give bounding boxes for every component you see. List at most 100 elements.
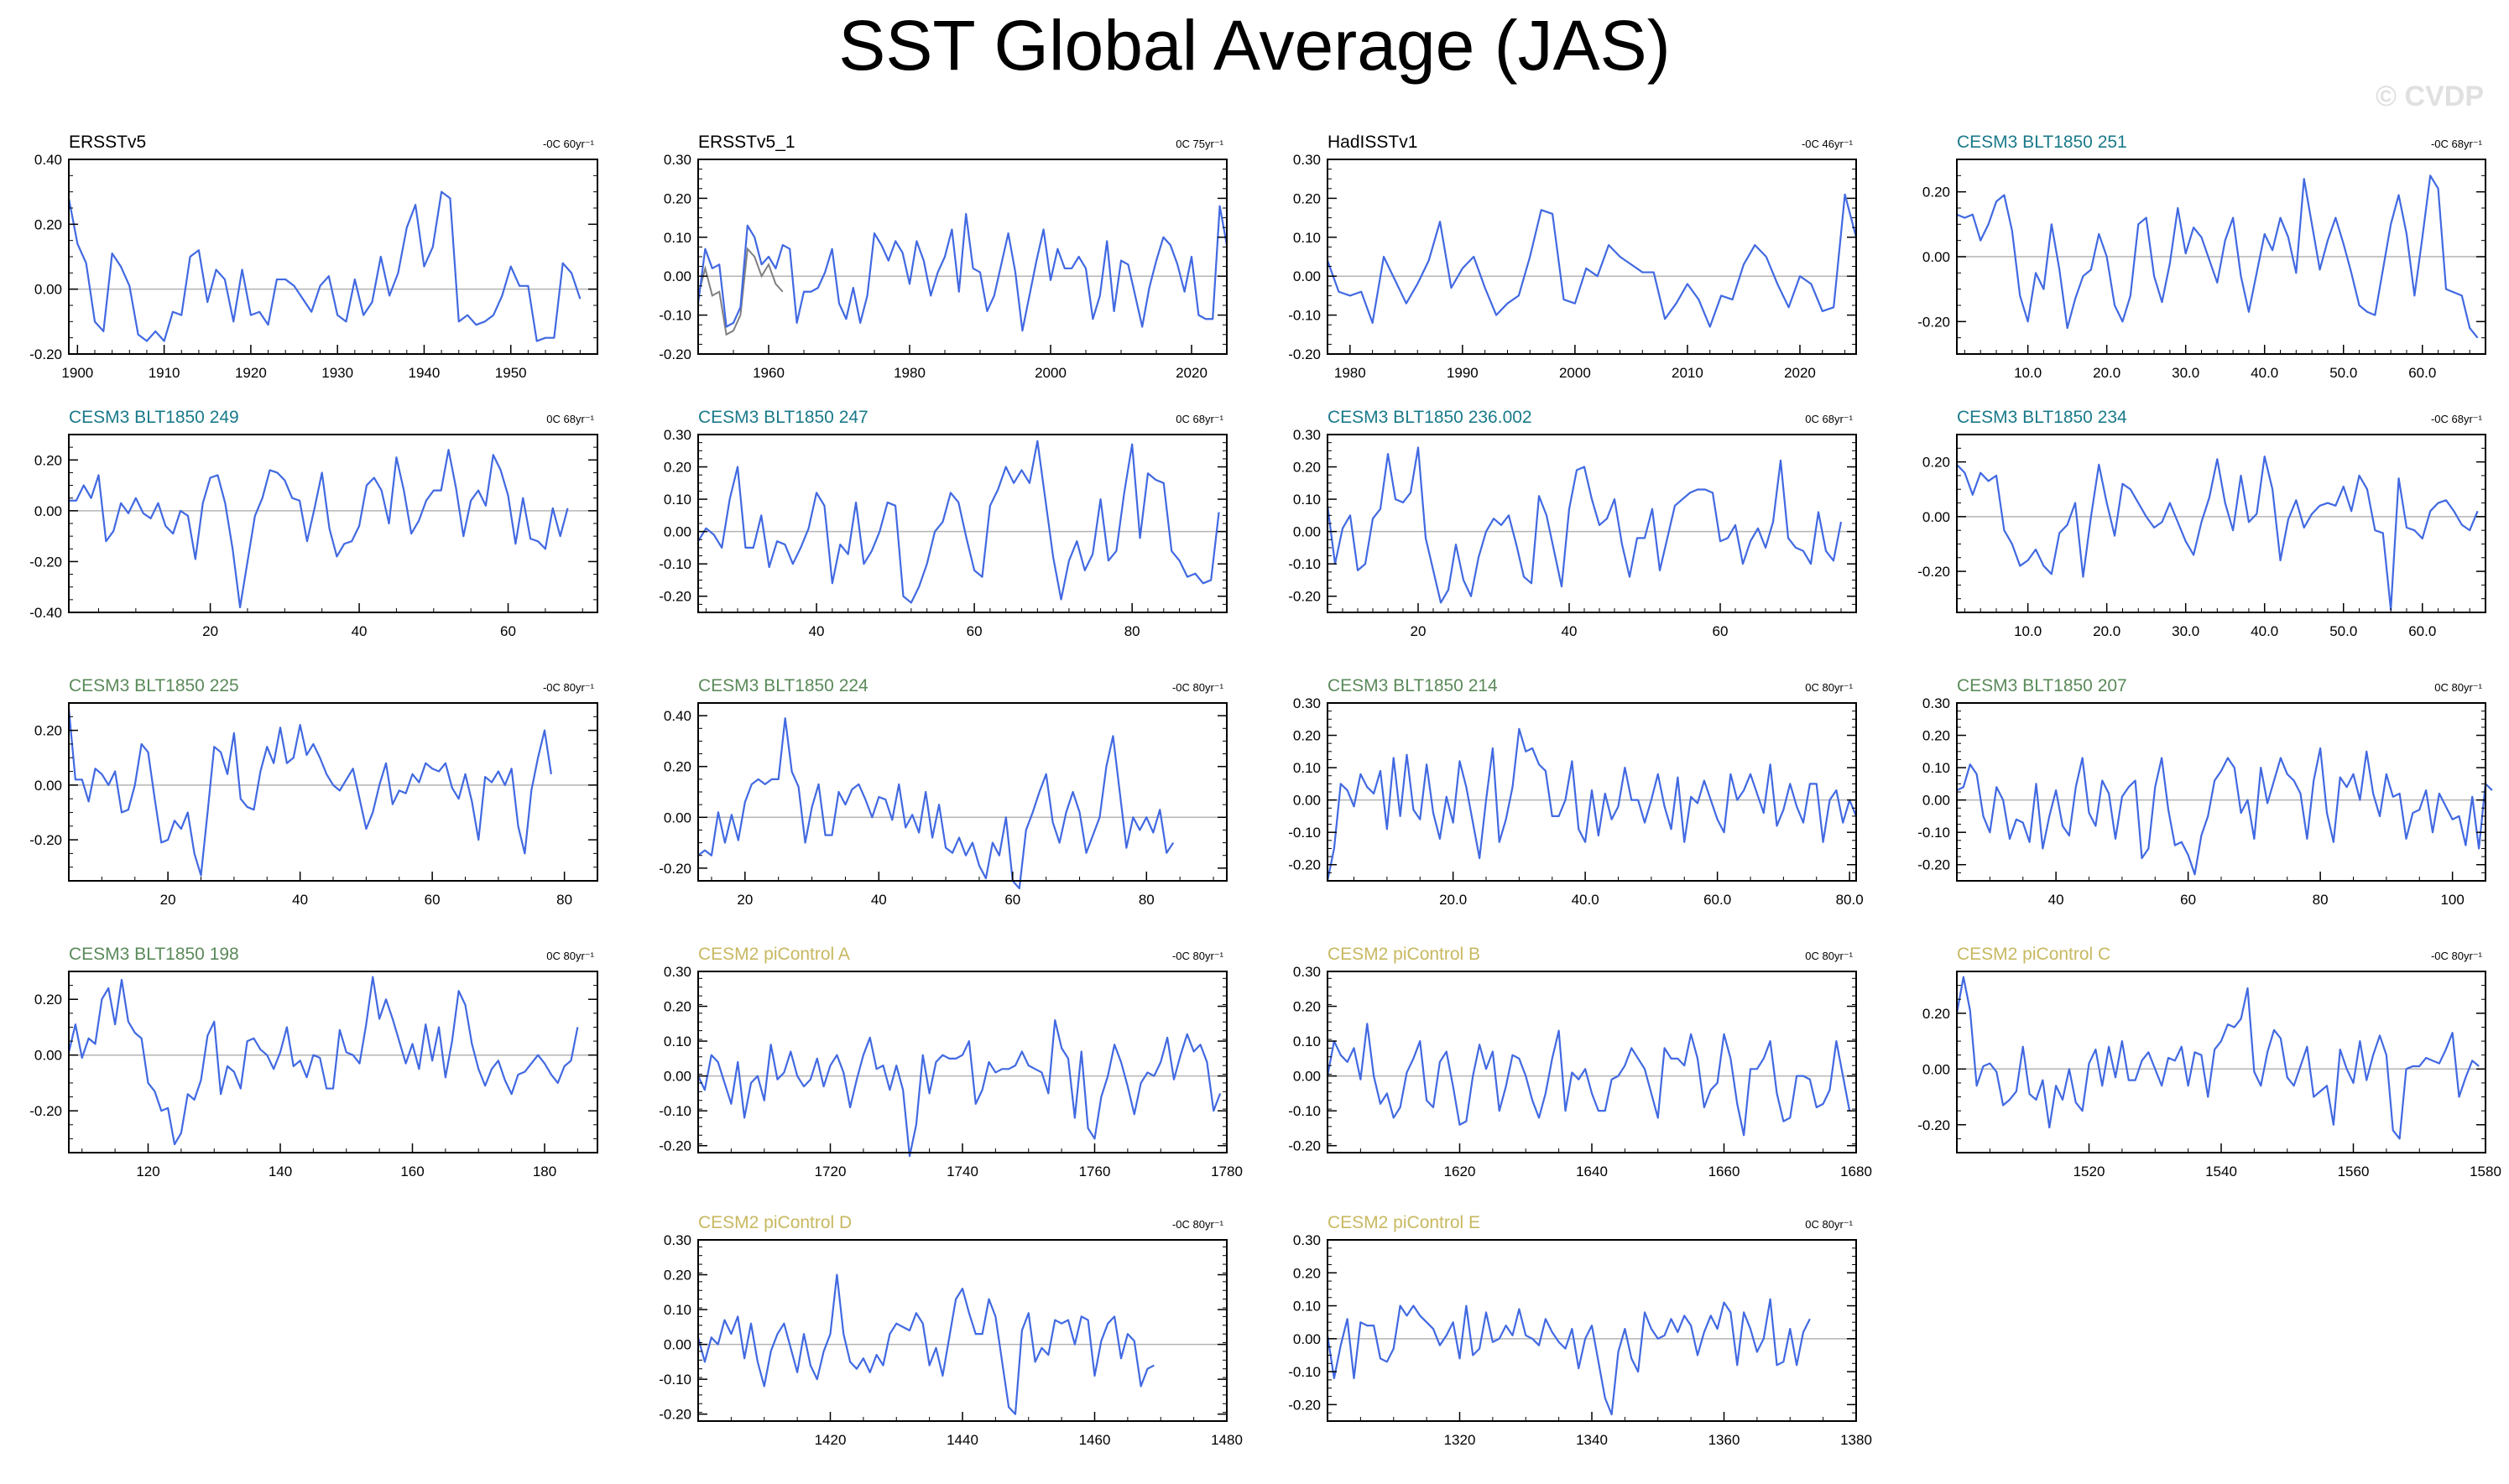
y-tick-label: -0.20 — [29, 1103, 62, 1119]
x-tick-label: 1740 — [947, 1164, 978, 1179]
plot-frame — [68, 971, 598, 1153]
x-tick-label: 140 — [269, 1164, 292, 1179]
x-tick-label: 180 — [533, 1164, 556, 1179]
panel-12: CESM3 BLT1850 207 0C 80yr⁻¹ 40 60 80 100 -0.20… — [1917, 676, 2493, 908]
panel-title: CESM3 BLT1850 249 — [69, 408, 239, 427]
x-tick-label: 60.0 — [1703, 892, 1731, 908]
y-tick-label: 0.20 — [664, 999, 691, 1015]
x-tick-label: 60 — [425, 892, 441, 908]
y-tick-label: -0.10 — [659, 556, 691, 572]
x-tick-label: 40.0 — [2251, 623, 2278, 639]
panel-1: ERSSTv5 -0C 60yr⁻¹ 1900 1910 1920 1930 1940 195… — [29, 133, 598, 381]
y-tick-label: -0.20 — [1288, 346, 1321, 362]
x-tick-label: 40 — [2048, 892, 2064, 908]
panel-title: HadISSTv1 — [1328, 133, 1417, 152]
x-tick-label: 1940 — [409, 365, 441, 381]
y-tick-label: 0.20 — [664, 190, 691, 206]
trend-label: -0C 80yr⁻¹ — [1172, 950, 1224, 962]
y-tick-label: 0.30 — [1293, 695, 1321, 711]
y-tick-label: 0.00 — [34, 282, 62, 298]
x-tick-label: 1980 — [1334, 365, 1366, 381]
x-tick-label: 1900 — [61, 365, 93, 381]
y-tick-label: -0.20 — [659, 1407, 691, 1423]
y-tick-label: -0.10 — [1288, 308, 1321, 324]
series-line — [696, 205, 1228, 332]
figure-title: SST Global Average (JAS) — [838, 6, 1671, 85]
trend-label: -0C 60yr⁻¹ — [543, 138, 595, 150]
panel-title: CESM3 BLT1850 224 — [698, 676, 868, 695]
y-tick-label: -0.10 — [659, 1103, 691, 1119]
x-tick-label: 1980 — [894, 365, 926, 381]
y-tick-label: -0.40 — [29, 605, 62, 621]
series-line — [67, 190, 582, 342]
x-tick-label: 80.0 — [1836, 892, 1864, 908]
panel-title: CESM3 BLT1850 234 — [1957, 408, 2127, 427]
series-line — [697, 717, 1175, 890]
plot-frame — [697, 971, 1228, 1153]
y-tick-label: 0.00 — [664, 268, 691, 284]
plot-frame — [1327, 434, 1857, 613]
series-line — [67, 976, 579, 1146]
panel-title: ERSSTv5 — [69, 133, 146, 152]
y-tick-label: 0.30 — [664, 964, 691, 980]
panel-3: HadISSTv1 -0C 46yr⁻¹ 1980 1990 2000 2010 2020 -… — [1288, 133, 1858, 381]
trend-label: -0C 80yr⁻¹ — [543, 681, 595, 694]
x-tick-label: 1760 — [1079, 1164, 1111, 1179]
x-tick-label: 1340 — [1576, 1432, 1608, 1448]
series-line — [1326, 1298, 1811, 1416]
x-tick-label: 1620 — [1444, 1164, 1476, 1179]
series-line — [696, 1273, 1155, 1415]
y-tick-label: 0.20 — [1293, 190, 1321, 206]
trend-label: -0C 68yr⁻¹ — [2431, 413, 2483, 425]
y-tick-label: -0.10 — [659, 308, 691, 324]
y-tick-label: 0.30 — [1922, 695, 1950, 711]
y-tick-label: 0.10 — [664, 1302, 691, 1318]
trend-label: 0C 80yr⁻¹ — [1805, 681, 1853, 694]
y-tick-label: -0.20 — [1288, 1397, 1321, 1413]
x-tick-label: 1930 — [321, 365, 353, 381]
x-tick-label: 1960 — [753, 365, 785, 381]
series-line — [1326, 446, 1843, 604]
x-tick-label: 60.0 — [2408, 365, 2436, 381]
y-tick-label: 0.30 — [1293, 152, 1321, 168]
x-tick-label: 50.0 — [2329, 623, 2357, 639]
panel-title: CESM3 BLT1850 207 — [1957, 676, 2127, 695]
panel-title: CESM3 BLT1850 198 — [69, 945, 239, 964]
series-line — [1955, 976, 2480, 1140]
y-tick-label: 0.20 — [664, 460, 691, 476]
y-tick-label: -0.20 — [1917, 1117, 1950, 1133]
x-tick-label: 60 — [500, 623, 516, 639]
y-tick-label: 0.30 — [1293, 1232, 1321, 1248]
trend-label: 0C 80yr⁻¹ — [1805, 1218, 1853, 1231]
x-tick-label: 20.0 — [2093, 623, 2120, 639]
y-tick-label: -0.20 — [1917, 314, 1950, 330]
panel-title: ERSSTv5_1 — [698, 133, 795, 152]
trend-label: 0C 80yr⁻¹ — [1805, 950, 1853, 962]
trend-label: 0C 68yr⁻¹ — [546, 413, 594, 425]
y-tick-label: 0.00 — [1293, 1069, 1321, 1085]
y-tick-label: 0.10 — [1293, 1299, 1321, 1315]
panel-17: CESM2 piControl D -0C 80yr⁻¹ 1420 1440 1460 1… — [659, 1213, 1243, 1448]
x-tick-label: 1580 — [2470, 1164, 2501, 1179]
y-tick-label: -0.20 — [29, 346, 62, 362]
y-tick-label: 0.20 — [1293, 460, 1321, 476]
x-tick-label: 30.0 — [2172, 365, 2199, 381]
watermark: © CVDP — [2376, 81, 2484, 112]
y-tick-label: -0.10 — [659, 1372, 691, 1388]
x-tick-label: 1360 — [1708, 1432, 1740, 1448]
panel-7: CESM3 BLT1850 236.002 0C 68yr⁻¹ 20 40 60 -0.2… — [1288, 408, 1857, 639]
series-line — [69, 449, 569, 609]
y-tick-label: -0.20 — [29, 832, 62, 848]
y-tick-label: -0.10 — [1288, 1364, 1321, 1380]
y-tick-label: 0.00 — [34, 1048, 62, 1064]
x-tick-label: 20 — [737, 892, 753, 908]
x-tick-label: 80 — [556, 892, 572, 908]
trend-label: -0C 80yr⁻¹ — [1172, 1218, 1224, 1231]
y-tick-label: 0.00 — [1922, 1061, 1950, 1077]
x-tick-label: 40 — [292, 892, 308, 908]
x-tick-label: 1640 — [1576, 1164, 1608, 1179]
y-tick-label: 0.30 — [1293, 427, 1321, 443]
x-tick-label: 1720 — [815, 1164, 847, 1179]
y-tick-label: 0.20 — [1922, 455, 1950, 471]
panel-title: CESM2 piControl D — [698, 1213, 852, 1232]
